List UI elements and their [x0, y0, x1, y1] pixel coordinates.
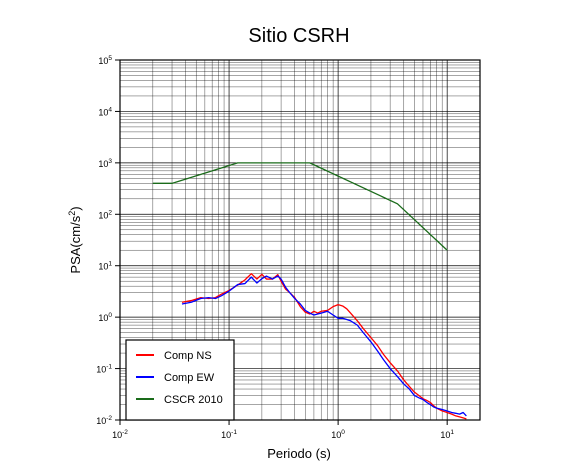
y-tick-label-exp: 5 [108, 55, 112, 62]
x-tick-label-exp: -2 [122, 429, 128, 436]
legend-label: Comp NS [164, 350, 212, 362]
y-tick-label: 103 [98, 158, 112, 169]
y-tick-label: 100 [98, 312, 112, 323]
y-tick-label: 102 [98, 209, 112, 220]
x-tick-label-base: 10 [331, 430, 341, 440]
x-tick-label-base: 10 [440, 430, 450, 440]
y-axis-label: PSA(cm/s2) [67, 206, 83, 273]
tick-layer [115, 59, 448, 425]
y-tick-label-base: 10 [98, 107, 108, 117]
y-tick-label: 101 [98, 261, 112, 272]
y-tick-label: 104 [98, 106, 112, 117]
y-tick-label-base: 10 [98, 313, 108, 323]
y-tick-label-exp: -1 [106, 364, 112, 371]
x-tick-label: 100 [331, 429, 345, 440]
y-tick-label-base: 10 [98, 159, 108, 169]
y-tick-label-exp: 2 [108, 209, 112, 216]
y-tick-label: 10-1 [96, 364, 112, 375]
x-tick-label-exp: -1 [231, 429, 237, 436]
y-tick-label: 105 [98, 55, 112, 66]
y-axis-label-base: PSA(cm/s [68, 215, 83, 273]
y-tick-label: 10-2 [96, 415, 112, 426]
series-layer [152, 162, 467, 420]
y-tick-label-base: 10 [96, 365, 106, 375]
series-line-1 [181, 273, 467, 420]
y-axis-label-exp: 2 [67, 211, 77, 216]
y-tick-label-exp: -2 [106, 415, 112, 422]
y-tick-label-exp: 0 [108, 312, 112, 319]
x-tick-label-base: 10 [221, 430, 231, 440]
y-tick-label-base: 10 [96, 416, 106, 426]
chart-title: Sitio CSRH [248, 25, 349, 47]
y-tick-label-exp: 3 [108, 158, 112, 165]
y-axis-label-close: ) [68, 206, 83, 210]
y-tick-label-base: 10 [98, 56, 108, 66]
legend-label: CSCR 2010 [164, 394, 223, 406]
series-line-2 [181, 275, 467, 417]
legend-label: Comp EW [164, 372, 215, 384]
x-tick-label-exp: 1 [450, 429, 454, 436]
x-tick-label-exp: 0 [341, 429, 345, 436]
legend: Comp NS Comp EW CSCR 2010 [125, 339, 235, 421]
y-tick-label-base: 10 [98, 262, 108, 272]
x-tick-label: 10-2 [112, 429, 128, 440]
y-tick-label-exp: 1 [108, 261, 112, 268]
series-line-3 [152, 162, 448, 251]
legend-box [125, 339, 235, 421]
x-tick-label-base: 10 [112, 430, 122, 440]
x-tick-label: 101 [440, 429, 454, 440]
x-tick-label: 10-1 [221, 429, 237, 440]
y-tick-label-exp: 4 [108, 106, 112, 113]
plot-frame [119, 59, 481, 421]
y-tick-label-base: 10 [98, 210, 108, 220]
x-axis-label: Periodo (s) [267, 446, 331, 461]
